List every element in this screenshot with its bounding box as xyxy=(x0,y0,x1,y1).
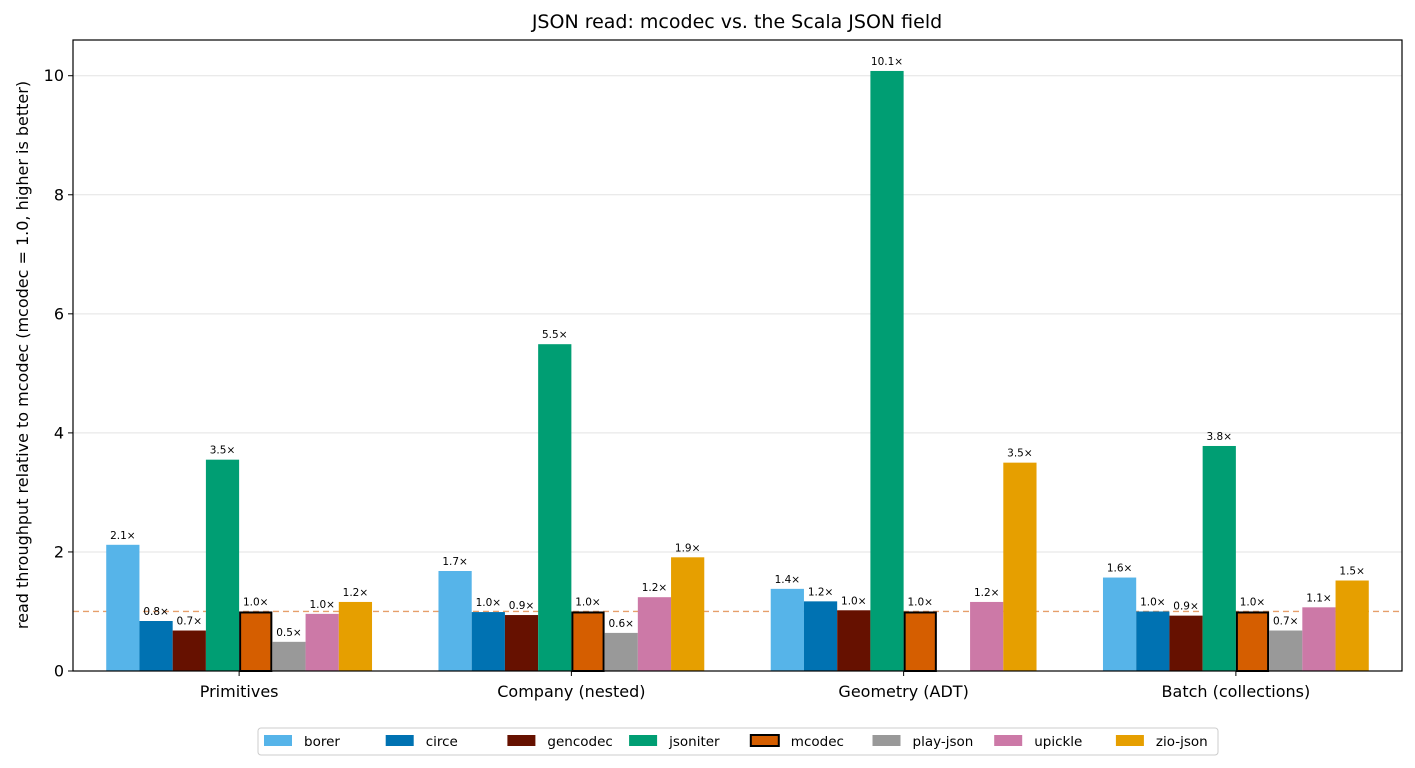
data-label-jsoniter-primitives: 3.5× xyxy=(210,445,236,457)
y-tick-label: 10 xyxy=(44,66,64,85)
bar-upickle-geometry-adt xyxy=(970,601,1004,671)
data-labels: 2.1× 0.8× 0.7× 3.5× 1.0× 0.5× 1.0× 1.2× 1.7× 1.0×… xyxy=(110,56,1365,639)
bar-borer-primitives xyxy=(106,544,140,671)
data-label-gencodec-primitives: 0.7× xyxy=(177,616,203,628)
x-tick-label-batch-collections: Batch (collections) xyxy=(1162,682,1311,701)
legend-label-play-json: play-json xyxy=(913,734,974,750)
bar-gencodec-primitives xyxy=(172,630,206,671)
data-label-gencodec-batch-collections: 0.9× xyxy=(1173,601,1199,613)
bar-circe-geometry-adt xyxy=(803,601,838,671)
bar-zio-json-primitives xyxy=(338,601,373,671)
bar-circe-company-nested xyxy=(471,612,505,671)
bar-jsoniter-company-nested xyxy=(538,344,572,671)
chart-title: JSON read: mcodec vs. the Scala JSON fie… xyxy=(531,11,942,33)
data-label-zio-json-primitives: 1.2× xyxy=(343,587,369,599)
data-label-circe-geometry-adt: 1.2× xyxy=(808,586,834,598)
legend-label-borer: borer xyxy=(304,734,340,750)
data-label-mcodec-geometry-adt: 1.0× xyxy=(907,596,933,608)
legend-box xyxy=(257,727,1219,756)
bar-borer-batch-collections xyxy=(1102,577,1137,671)
data-label-mcodec-primitives: 1.0× xyxy=(243,596,269,608)
legend-swatch-play-json xyxy=(872,735,901,746)
x-tick-label-primitives: Primitives xyxy=(200,682,279,701)
legend-swatch-circe xyxy=(385,735,414,746)
legend-swatch-zio-json xyxy=(1115,735,1144,746)
bar-mcodec-geometry-adt xyxy=(903,611,937,672)
legend: borer circe gencodec jsoniter mcodec play-jso… xyxy=(257,727,1219,756)
data-label-jsoniter-company-nested: 5.5× xyxy=(542,329,568,341)
legend-label-jsoniter: jsoniter xyxy=(668,734,720,750)
data-label-gencodec-company-nested: 0.9× xyxy=(509,600,535,612)
bar-jsoniter-batch-collections xyxy=(1202,445,1236,671)
data-label-play-json-company-nested: 0.6× xyxy=(608,618,634,630)
y-tick-label: 0 xyxy=(54,662,64,681)
bar-borer-company-nested xyxy=(438,570,472,671)
bar-circe-batch-collections xyxy=(1136,611,1170,671)
data-label-gencodec-geometry-adt: 1.0× xyxy=(841,595,867,607)
bar-circe-primitives xyxy=(139,620,173,671)
legend-label-gencodec: gencodec xyxy=(547,734,612,750)
data-label-zio-json-company-nested: 1.9× xyxy=(675,542,701,554)
data-label-play-json-primitives: 0.5× xyxy=(276,627,302,639)
data-label-mcodec-company-nested: 1.0× xyxy=(575,596,601,608)
bar-mcodec-company-nested xyxy=(571,611,605,672)
plot-frame xyxy=(72,39,1403,672)
bar-zio-json-batch-collections xyxy=(1335,580,1369,671)
data-label-zio-json-batch-collections: 1.5× xyxy=(1339,566,1365,578)
legend-label-upickle: upickle xyxy=(1034,734,1082,750)
data-label-circe-primitives: 0.8× xyxy=(143,606,169,618)
bar-gencodec-geometry-adt xyxy=(837,610,871,671)
bar-play-json-batch-collections xyxy=(1269,630,1303,671)
data-label-jsoniter-geometry-adt: 10.1× xyxy=(871,56,903,68)
data-label-upickle-batch-collections: 1.1× xyxy=(1306,592,1332,604)
bar-jsoniter-geometry-adt xyxy=(870,70,904,672)
data-label-circe-company-nested: 1.0× xyxy=(476,597,502,609)
legend-swatch-gencodec xyxy=(507,735,536,746)
x-tick-label-geometry-adt: Geometry (ADT) xyxy=(838,682,968,701)
legend-label-circe: circe xyxy=(426,734,458,750)
data-label-upickle-geometry-adt: 1.2× xyxy=(974,587,1000,599)
y-axis-title: read throughput relative to mcodec (mcod… xyxy=(13,81,32,629)
bars xyxy=(106,70,1369,672)
data-label-borer-primitives: 2.1× xyxy=(110,530,136,542)
legend-label-zio-json: zio-json xyxy=(1156,734,1208,750)
bar-borer-geometry-adt xyxy=(770,588,804,671)
data-label-circe-batch-collections: 1.0× xyxy=(1140,596,1166,608)
y-tick-label: 4 xyxy=(54,423,64,442)
data-label-borer-company-nested: 1.7× xyxy=(442,556,468,568)
data-label-mcodec-batch-collections: 1.0× xyxy=(1240,596,1266,608)
data-label-jsoniter-batch-collections: 3.8× xyxy=(1207,431,1233,443)
legend-swatch-upickle xyxy=(994,735,1023,746)
bar-play-json-primitives xyxy=(272,641,306,671)
data-label-borer-batch-collections: 1.6× xyxy=(1107,563,1133,575)
legend-label-mcodec: mcodec xyxy=(791,734,844,750)
data-label-upickle-company-nested: 1.2× xyxy=(642,582,668,594)
y-tick-label: 6 xyxy=(54,304,64,323)
bar-mcodec-batch-collections xyxy=(1235,611,1270,672)
x-tick-label-company-nested: Company (nested) xyxy=(497,682,645,701)
y-tick-label: 2 xyxy=(54,542,64,561)
x-axis: Primitives Company (nested) Geometry (ADT)… xyxy=(200,671,1310,701)
y-axis: 0 2 4 6 8 10 xyxy=(44,66,73,681)
data-label-borer-geometry-adt: 1.4× xyxy=(775,574,801,586)
bar-gencodec-batch-collections xyxy=(1169,615,1203,671)
legend-swatch-mcodec xyxy=(749,734,780,747)
bar-play-json-company-nested xyxy=(604,632,638,671)
bar-upickle-company-nested xyxy=(637,597,672,671)
bar-upickle-batch-collections xyxy=(1302,607,1336,671)
legend-swatch-jsoniter xyxy=(629,735,658,746)
bar-mcodec-primitives xyxy=(239,611,273,672)
bar-upickle-primitives xyxy=(305,613,339,671)
legend-swatch-borer xyxy=(264,735,292,746)
data-label-play-json-batch-collections: 0.7× xyxy=(1273,616,1299,628)
data-label-upickle-primitives: 1.0× xyxy=(309,599,335,611)
y-tick-label: 8 xyxy=(54,185,64,204)
bar-jsoniter-primitives xyxy=(205,459,240,671)
bar-gencodec-company-nested xyxy=(504,615,539,671)
bar-zio-json-geometry-adt xyxy=(1003,462,1037,671)
bar-zio-json-company-nested xyxy=(671,557,705,671)
data-label-zio-json-geometry-adt: 3.5× xyxy=(1007,448,1033,460)
grid-lines xyxy=(73,75,1402,553)
